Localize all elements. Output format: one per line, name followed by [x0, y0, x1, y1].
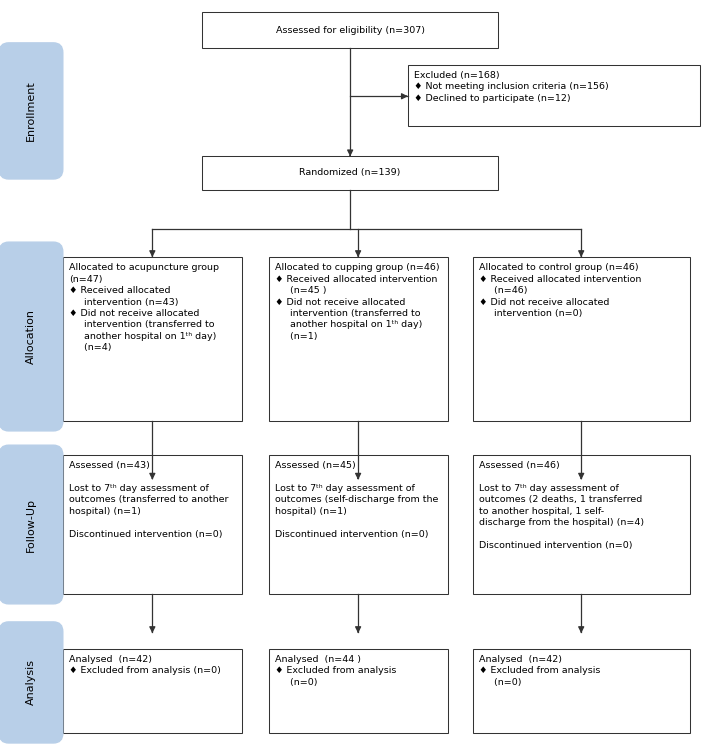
FancyBboxPatch shape [269, 455, 448, 594]
Text: Analysed  (n=42)
♦ Excluded from analysis (n=0): Analysed (n=42) ♦ Excluded from analysis… [69, 655, 221, 675]
Text: Assessed (n=43)

Lost to 7ᵗʰ day assessment of
outcomes (transferred to another
: Assessed (n=43) Lost to 7ᵗʰ day assessme… [69, 461, 229, 538]
FancyBboxPatch shape [0, 445, 63, 604]
FancyBboxPatch shape [63, 455, 242, 594]
Text: Allocation: Allocation [26, 309, 36, 364]
FancyBboxPatch shape [202, 156, 498, 190]
Text: Allocated to control group (n=46)
♦ Received allocated intervention
     (n=46)
: Allocated to control group (n=46) ♦ Rece… [479, 263, 642, 318]
Text: Enrollment: Enrollment [26, 80, 36, 141]
FancyBboxPatch shape [63, 257, 242, 421]
FancyBboxPatch shape [63, 649, 242, 733]
FancyBboxPatch shape [0, 622, 63, 743]
Text: Follow-Up: Follow-Up [26, 498, 36, 551]
FancyBboxPatch shape [269, 649, 448, 733]
FancyBboxPatch shape [0, 242, 63, 431]
FancyBboxPatch shape [408, 65, 700, 126]
FancyBboxPatch shape [0, 43, 63, 179]
Text: Allocated to cupping group (n=46)
♦ Received allocated intervention
     (n=45 ): Allocated to cupping group (n=46) ♦ Rece… [275, 263, 440, 341]
Text: Assessed for eligibility (n=307): Assessed for eligibility (n=307) [276, 26, 425, 35]
FancyBboxPatch shape [473, 455, 690, 594]
Text: Allocated to acupuncture group
(n=47)
♦ Received allocated
     intervention (n=: Allocated to acupuncture group (n=47) ♦ … [69, 263, 219, 353]
Text: Analysis: Analysis [26, 660, 36, 705]
FancyBboxPatch shape [202, 12, 498, 48]
Text: Analysed  (n=44 )
♦ Excluded from analysis
     (n=0): Analysed (n=44 ) ♦ Excluded from analysi… [275, 655, 396, 687]
Text: Excluded (n=168)
♦ Not meeting inclusion criteria (n=156)
♦ Declined to particip: Excluded (n=168) ♦ Not meeting inclusion… [414, 71, 609, 102]
FancyBboxPatch shape [473, 649, 690, 733]
Text: Assessed (n=45)

Lost to 7ᵗʰ day assessment of
outcomes (self-discharge from the: Assessed (n=45) Lost to 7ᵗʰ day assessme… [275, 461, 438, 538]
FancyBboxPatch shape [473, 257, 690, 421]
Text: Assessed (n=46)

Lost to 7ᵗʰ day assessment of
outcomes (2 deaths, 1 transferred: Assessed (n=46) Lost to 7ᵗʰ day assessme… [479, 461, 645, 550]
FancyBboxPatch shape [269, 257, 448, 421]
Text: Randomized (n=139): Randomized (n=139) [300, 168, 401, 177]
Text: Analysed  (n=42)
♦ Excluded from analysis
     (n=0): Analysed (n=42) ♦ Excluded from analysis… [479, 655, 601, 687]
